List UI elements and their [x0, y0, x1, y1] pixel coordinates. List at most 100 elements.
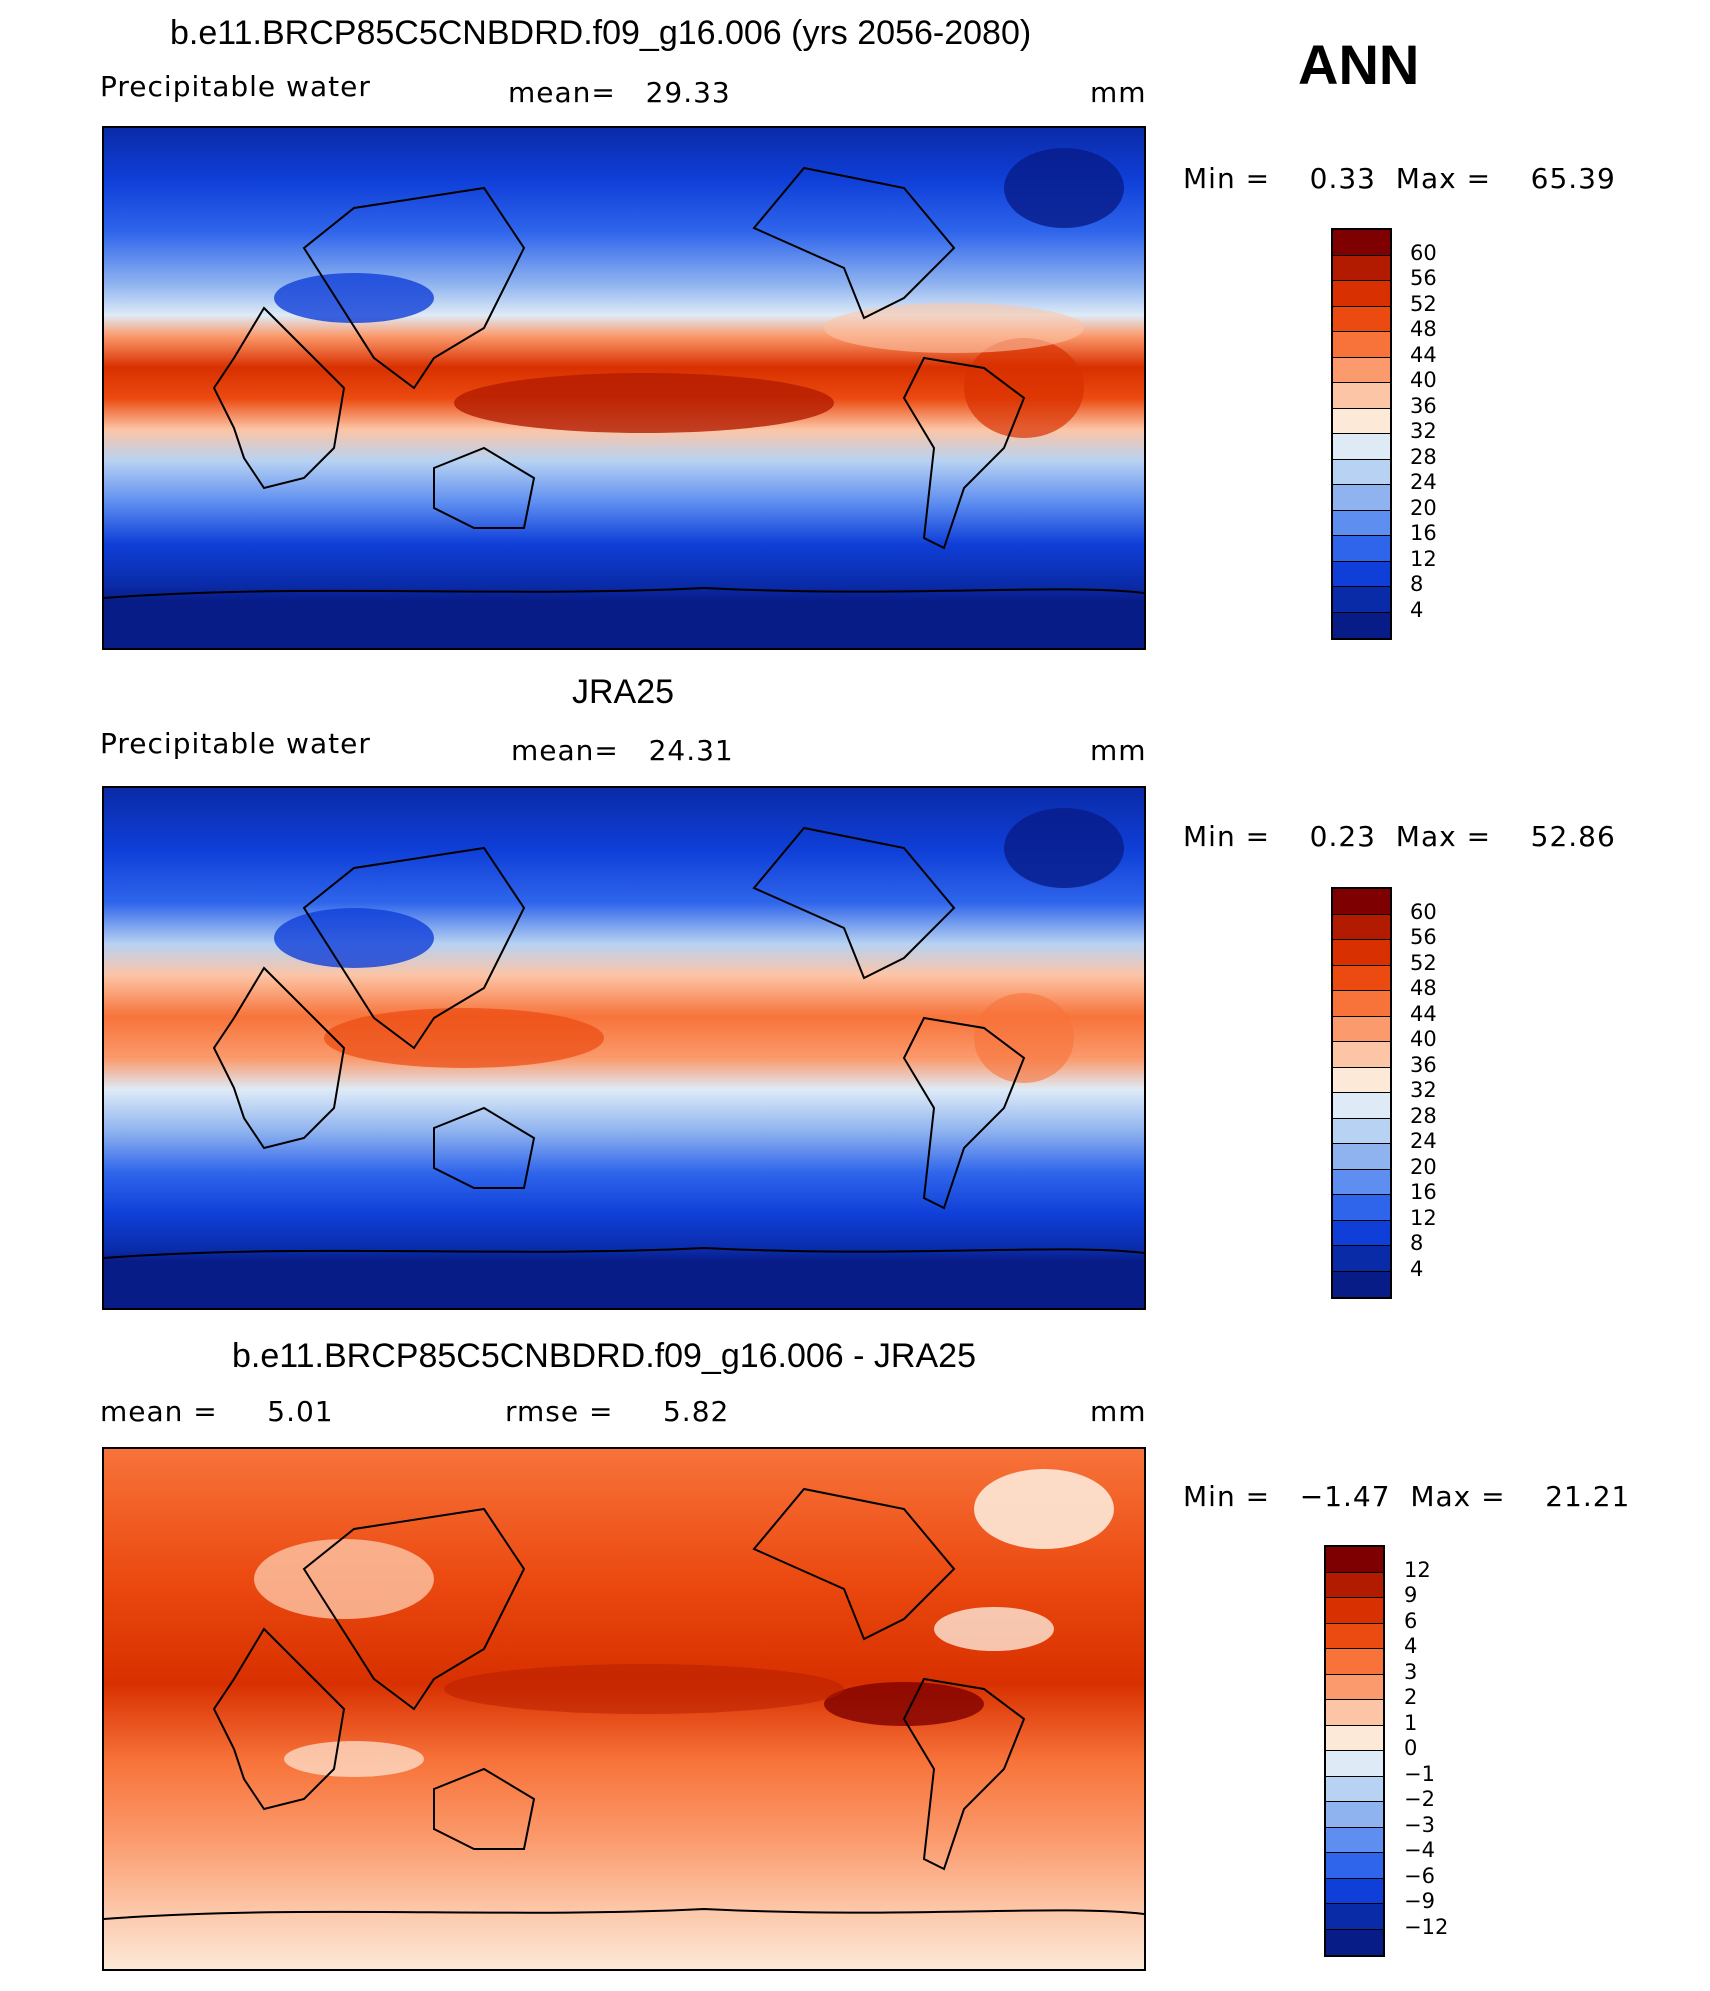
- colorbar-swatch: [1333, 561, 1390, 587]
- colorbar-swatch: [1326, 1776, 1383, 1802]
- colorbar-swatch: [1333, 510, 1390, 536]
- colorbar-swatch: [1333, 1042, 1390, 1068]
- colorbar-tick-label: 48: [1410, 976, 1437, 1000]
- colorbar-swatch: [1326, 1904, 1383, 1930]
- panel-3-colorbar-labels: 12 9 6 4 3 2 1 0 −1 −2 −3 −4 −6 −9 −12: [1404, 1545, 1464, 1957]
- colorbar-swatch: [1333, 332, 1390, 358]
- colorbar-swatch: [1326, 1598, 1383, 1624]
- panel-3-mean: mean = 5.01: [100, 1395, 334, 1428]
- colorbar-tick-label: −6: [1404, 1863, 1435, 1888]
- panel-1-variable: Precipitable water: [100, 70, 371, 103]
- colorbar-tick-label: 24: [1410, 470, 1437, 494]
- panel-1-map: [102, 126, 1146, 650]
- colorbar-tick-label: 9: [1404, 1583, 1418, 1607]
- colorbar-swatch: [1333, 914, 1390, 940]
- colorbar-tick-label: 16: [1410, 521, 1437, 545]
- colorbar-tick-label: 28: [1410, 444, 1437, 469]
- colorbar-tick-label: 20: [1410, 495, 1437, 520]
- colorbar-swatch: [1333, 230, 1390, 256]
- colorbar-swatch: [1333, 459, 1390, 485]
- colorbar-tick-label: 28: [1410, 1103, 1437, 1128]
- colorbar-swatch: [1333, 281, 1390, 307]
- panel-2-mean: mean= 24.31: [511, 734, 734, 767]
- colorbar-swatch: [1333, 1093, 1390, 1119]
- colorbar-swatch: [1333, 1118, 1390, 1144]
- panel-2-title: JRA25: [572, 673, 675, 711]
- colorbar-tick-label: 60: [1410, 240, 1437, 265]
- colorbar-swatch: [1326, 1623, 1383, 1649]
- colorbar-tick-label: 44: [1410, 1001, 1437, 1026]
- colorbar-tick-label: 52: [1410, 950, 1437, 975]
- colorbar-tick-label: 12: [1410, 546, 1437, 571]
- colorbar-swatch: [1326, 1649, 1383, 1675]
- colorbar-tick-label: 40: [1410, 368, 1437, 392]
- colorbar-tick-label: 48: [1410, 317, 1437, 341]
- colorbar-swatch: [1333, 1067, 1390, 1093]
- panel-1-title: b.e11.BRCP85C5CNBDRD.f09_g16.006 (yrs 20…: [170, 14, 1032, 52]
- panel-3-rmse: rmse = 5.82: [505, 1395, 730, 1428]
- colorbar-tick-label: −4: [1404, 1838, 1435, 1862]
- colorbar-tick-label: 4: [1410, 597, 1424, 622]
- colorbar-swatch: [1333, 1016, 1390, 1042]
- colorbar-tick-label: 16: [1410, 1180, 1437, 1204]
- panel-1-mean: mean= 29.33: [508, 76, 731, 109]
- panel-2-colorbar: [1331, 887, 1392, 1299]
- colorbar-swatch: [1333, 940, 1390, 966]
- colorbar-tick-label: 20: [1410, 1154, 1437, 1179]
- colorbar-swatch: [1326, 1853, 1383, 1879]
- colorbar-swatch: [1333, 383, 1390, 409]
- panel-1-colorbar-labels: 60 56 52 48 44 40 36 32 28 24 20 16 12 8 4: [1410, 228, 1470, 640]
- colorbar-tick-label: 0: [1404, 1736, 1418, 1760]
- colorbar-tick-label: 8: [1410, 572, 1424, 596]
- colorbar-tick-label: −9: [1404, 1889, 1435, 1913]
- colorbar-swatch: [1333, 1144, 1390, 1170]
- colorbar-swatch: [1333, 1246, 1390, 1272]
- colorbar-swatch: [1333, 536, 1390, 562]
- colorbar-tick-label: 60: [1410, 899, 1437, 924]
- colorbar-tick-label: −12: [1404, 1914, 1449, 1939]
- colorbar-tick-label: 56: [1410, 925, 1437, 949]
- colorbar-swatch: [1326, 1674, 1383, 1700]
- colorbar-swatch: [1333, 1169, 1390, 1195]
- colorbar-swatch: [1326, 1547, 1383, 1573]
- colorbar-tick-label: 36: [1410, 1052, 1437, 1077]
- colorbar-swatch: [1333, 1271, 1390, 1297]
- panel-1-units: mm: [1090, 76, 1147, 109]
- colorbar-swatch: [1333, 357, 1390, 383]
- colorbar-swatch: [1333, 1220, 1390, 1246]
- colorbar-swatch: [1326, 1802, 1383, 1828]
- colorbar-tick-label: 56: [1410, 266, 1437, 290]
- colorbar-swatch: [1333, 306, 1390, 332]
- colorbar-swatch: [1333, 612, 1390, 638]
- colorbar-tick-label: 6: [1404, 1608, 1418, 1633]
- colorbar-swatch: [1333, 965, 1390, 991]
- colorbar-tick-label: 2: [1404, 1685, 1418, 1709]
- colorbar-tick-label: 4: [1404, 1634, 1418, 1658]
- colorbar-tick-label: 4: [1410, 1256, 1424, 1281]
- colorbar-swatch: [1326, 1878, 1383, 1904]
- colorbar-swatch: [1333, 587, 1390, 613]
- colorbar-swatch: [1326, 1725, 1383, 1751]
- colorbar-tick-label: 52: [1410, 291, 1437, 316]
- colorbar-swatch: [1326, 1929, 1383, 1955]
- panel-3-minmax: Min = −1.47 Max = 21.21: [1183, 1480, 1631, 1513]
- colorbar-tick-label: 40: [1410, 1027, 1437, 1051]
- colorbar-swatch: [1333, 485, 1390, 511]
- panel-2-minmax: Min = 0.23 Max = 52.86: [1183, 820, 1616, 853]
- colorbar-tick-label: 36: [1410, 393, 1437, 418]
- panel-3-units: mm: [1090, 1395, 1147, 1428]
- panel-1-minmax: Min = 0.33 Max = 65.39: [1183, 162, 1616, 195]
- panel-2-map: [102, 786, 1146, 1310]
- colorbar-tick-label: 24: [1410, 1129, 1437, 1153]
- panel-2-variable: Precipitable water: [100, 727, 371, 760]
- season-label: ANN: [1298, 33, 1420, 96]
- panel-3-title: b.e11.BRCP85C5CNBDRD.f09_g16.006 - JRA25: [232, 1337, 976, 1375]
- panel-1-colorbar: [1331, 228, 1392, 640]
- colorbar-swatch: [1326, 1700, 1383, 1726]
- panel-3-map: [102, 1447, 1146, 1971]
- colorbar-tick-label: 32: [1410, 419, 1437, 443]
- colorbar-swatch: [1333, 1195, 1390, 1221]
- colorbar-tick-label: 8: [1410, 1231, 1424, 1255]
- panel-2-units: mm: [1090, 734, 1147, 767]
- colorbar-swatch: [1326, 1827, 1383, 1853]
